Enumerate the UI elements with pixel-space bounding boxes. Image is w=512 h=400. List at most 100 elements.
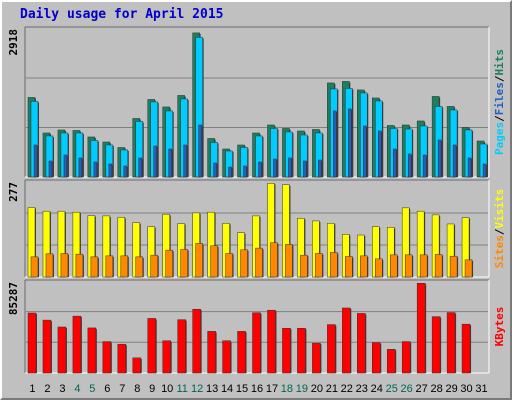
pages-bar: [333, 110, 337, 178]
pages-bar: [467, 157, 472, 178]
pages-bar: [93, 161, 98, 178]
pages-bar: [392, 148, 397, 178]
kbytes-bar: [162, 340, 171, 374]
y-max-label: 85287: [7, 282, 20, 315]
series-legend: Sites/Visits: [493, 189, 506, 269]
pages-bar: [363, 125, 367, 178]
day-label: 13: [206, 383, 218, 395]
series-legend: Pages/Files/Hits: [493, 49, 506, 155]
kbytes-bar: [42, 319, 52, 374]
day-label: 8: [134, 383, 140, 395]
kbytes-bar: [207, 331, 216, 374]
y-max-label: 2918: [7, 29, 20, 56]
kbytes-bar: [461, 323, 471, 374]
kbytes-bar: [282, 327, 291, 374]
day-label: 15: [236, 383, 248, 395]
day-label: 19: [296, 383, 308, 395]
kbytes-bar: [357, 313, 366, 374]
kbytes-bar: [132, 357, 142, 374]
pages-bar: [318, 159, 322, 178]
day-label: 17: [266, 383, 278, 395]
pages-bar: [452, 144, 457, 178]
pages-bar: [48, 160, 53, 178]
sites-bar: [330, 252, 338, 278]
kbytes-bar: [297, 327, 306, 374]
kbytes-bar: [192, 308, 201, 374]
day-label: 4: [74, 383, 80, 395]
day-label: 9: [149, 383, 155, 395]
sites-bar: [90, 256, 99, 278]
pages-bar: [198, 124, 202, 178]
kbytes-bar: [312, 342, 321, 374]
kbytes-bar: [386, 349, 396, 374]
kbytes-bar: [267, 309, 276, 374]
day-label: 29: [445, 383, 457, 395]
day-label: 18: [281, 383, 293, 395]
sites-bar: [195, 243, 203, 278]
day-label: 22: [341, 383, 353, 395]
pages-bar: [183, 144, 187, 178]
pages-bar: [422, 154, 427, 178]
day-label: 7: [119, 383, 125, 395]
sites-bar: [30, 256, 39, 278]
pages-bar: [378, 130, 382, 178]
sites-bar: [75, 253, 84, 278]
sites-bar: [419, 254, 428, 278]
legend-part: /: [493, 228, 506, 235]
day-label: 16: [251, 383, 263, 395]
sites-bar: [285, 244, 293, 278]
kbytes-bar: [57, 326, 67, 374]
sites-bar: [165, 249, 173, 278]
pages-bar: [78, 157, 83, 178]
sites-bar: [345, 256, 353, 278]
kbytes-bar: [237, 331, 246, 374]
pages-bar: [228, 166, 232, 178]
day-label: 20: [311, 383, 323, 395]
legend-part: Files: [493, 82, 506, 115]
kbytes-bar: [87, 327, 97, 374]
kbytes-bar: [342, 307, 351, 374]
day-label: 27: [416, 383, 428, 395]
sites-bar: [464, 259, 473, 278]
legend-part: Pages: [493, 122, 506, 155]
kbytes-bar: [446, 312, 456, 374]
day-label: 10: [161, 383, 173, 395]
kbytes-bar: [401, 341, 411, 374]
chart-title: Daily usage for April 2015: [20, 7, 224, 22]
day-label: 25: [386, 383, 398, 395]
pages-bar: [108, 163, 113, 178]
day-label: 5: [89, 383, 95, 395]
sites-bar: [45, 253, 54, 278]
sites-bar: [404, 254, 413, 278]
sites-bar: [60, 253, 69, 278]
pages-bar: [348, 108, 352, 178]
pages-bar: [138, 157, 143, 178]
y-max-label: 277: [7, 182, 20, 202]
day-label: 14: [221, 383, 233, 395]
pages-bar: [273, 158, 277, 178]
kbytes-bar: [431, 316, 441, 374]
kbytes-bar: [252, 312, 261, 374]
pages-bar: [33, 144, 38, 178]
day-label: 3: [59, 383, 65, 395]
pages-bar: [63, 154, 68, 178]
pages-bar: [243, 165, 247, 178]
sites-bar: [255, 247, 263, 278]
sites-bar: [225, 253, 233, 278]
pages-bar: [168, 148, 172, 178]
pages-bar: [123, 165, 128, 178]
day-label: 21: [326, 383, 338, 395]
kbytes-bar: [147, 318, 156, 374]
sites-bar: [210, 245, 218, 278]
legend-part: Visits: [493, 189, 506, 229]
kbytes-bar: [222, 340, 231, 374]
kbytes-bar: [372, 342, 381, 374]
sites-bar: [360, 255, 368, 278]
pages-bar: [437, 139, 442, 178]
sites-bar: [240, 249, 248, 278]
day-label: 11: [176, 383, 187, 395]
kbytes-bar: [327, 324, 336, 374]
legend-part: Hits: [493, 49, 506, 76]
kbytes-bar: [72, 315, 82, 374]
